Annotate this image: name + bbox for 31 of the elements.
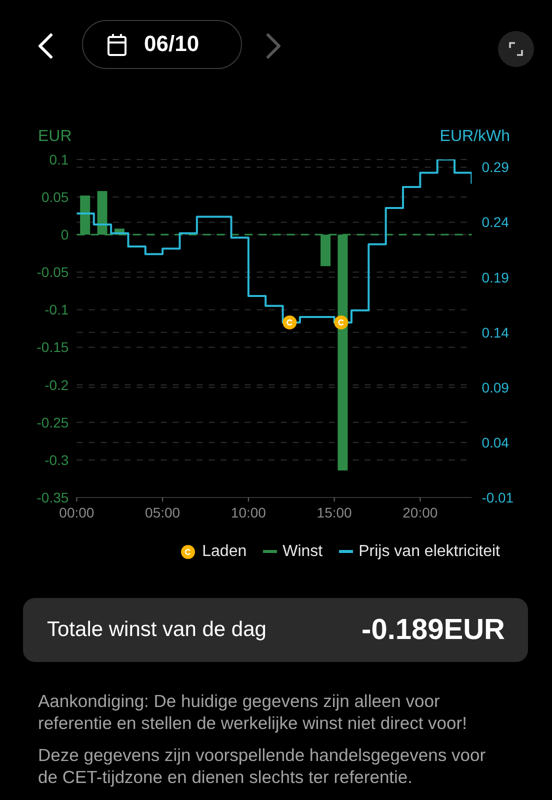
text: Aankondiging: De huidige gegevens zijn alleen voor referentie en stellen de werkelijke winst niet direct voor! bbox=[38, 691, 467, 733]
y-tick-label: 0.1 bbox=[49, 151, 69, 168]
x-tick-label: 20:00 bbox=[402, 504, 438, 520]
y-tick-label: -0.15 bbox=[36, 339, 69, 356]
y-tick-label: -0.35 bbox=[36, 489, 69, 506]
y-tick-label: 0.05 bbox=[41, 189, 69, 206]
y-tick-label: -0.2 bbox=[44, 376, 69, 393]
y-tick-label: -0.1 bbox=[44, 302, 69, 318]
summary-card: Totale winst van de dag -0.189EUR bbox=[23, 598, 528, 662]
x-tick-label: 15:00 bbox=[316, 504, 352, 520]
y-tick-label: -0.3 bbox=[44, 452, 69, 468]
x-tick-label: 10:00 bbox=[230, 504, 266, 520]
x-tick-label: 05:00 bbox=[145, 504, 180, 520]
legend-label: Prijs van elektriciteit bbox=[358, 543, 500, 561]
y2-tick-label: 0.24 bbox=[482, 214, 510, 230]
y2-axis-title: EUR/kWh bbox=[440, 128, 510, 145]
y-axis-title: EUR bbox=[38, 128, 72, 145]
y-tick-label: -0.05 bbox=[36, 264, 69, 280]
text: Deze gegevens zijn voorspellende handelsgegevens voor de CET-tijdzone en dienen slechts ter referentie. bbox=[38, 745, 486, 787]
y2-tick-label: -0.01 bbox=[482, 489, 514, 506]
x-tick-label: 00:00 bbox=[59, 504, 94, 520]
y2-tick-label: 0.19 bbox=[482, 269, 510, 286]
y2-tick-label: 0.04 bbox=[482, 434, 510, 450]
y2-tick-label: 0.09 bbox=[482, 379, 510, 396]
chart-title: 06/10 bbox=[144, 31, 200, 56]
legend-label: Winst bbox=[282, 543, 323, 561]
y-tick-label: -0.25 bbox=[36, 414, 69, 430]
y2-tick-label: 0.29 bbox=[482, 159, 510, 176]
legend-label: Laden bbox=[202, 543, 247, 561]
y-tick-label: 0 bbox=[60, 226, 69, 243]
y2-tick-label: 0.14 bbox=[482, 324, 510, 340]
